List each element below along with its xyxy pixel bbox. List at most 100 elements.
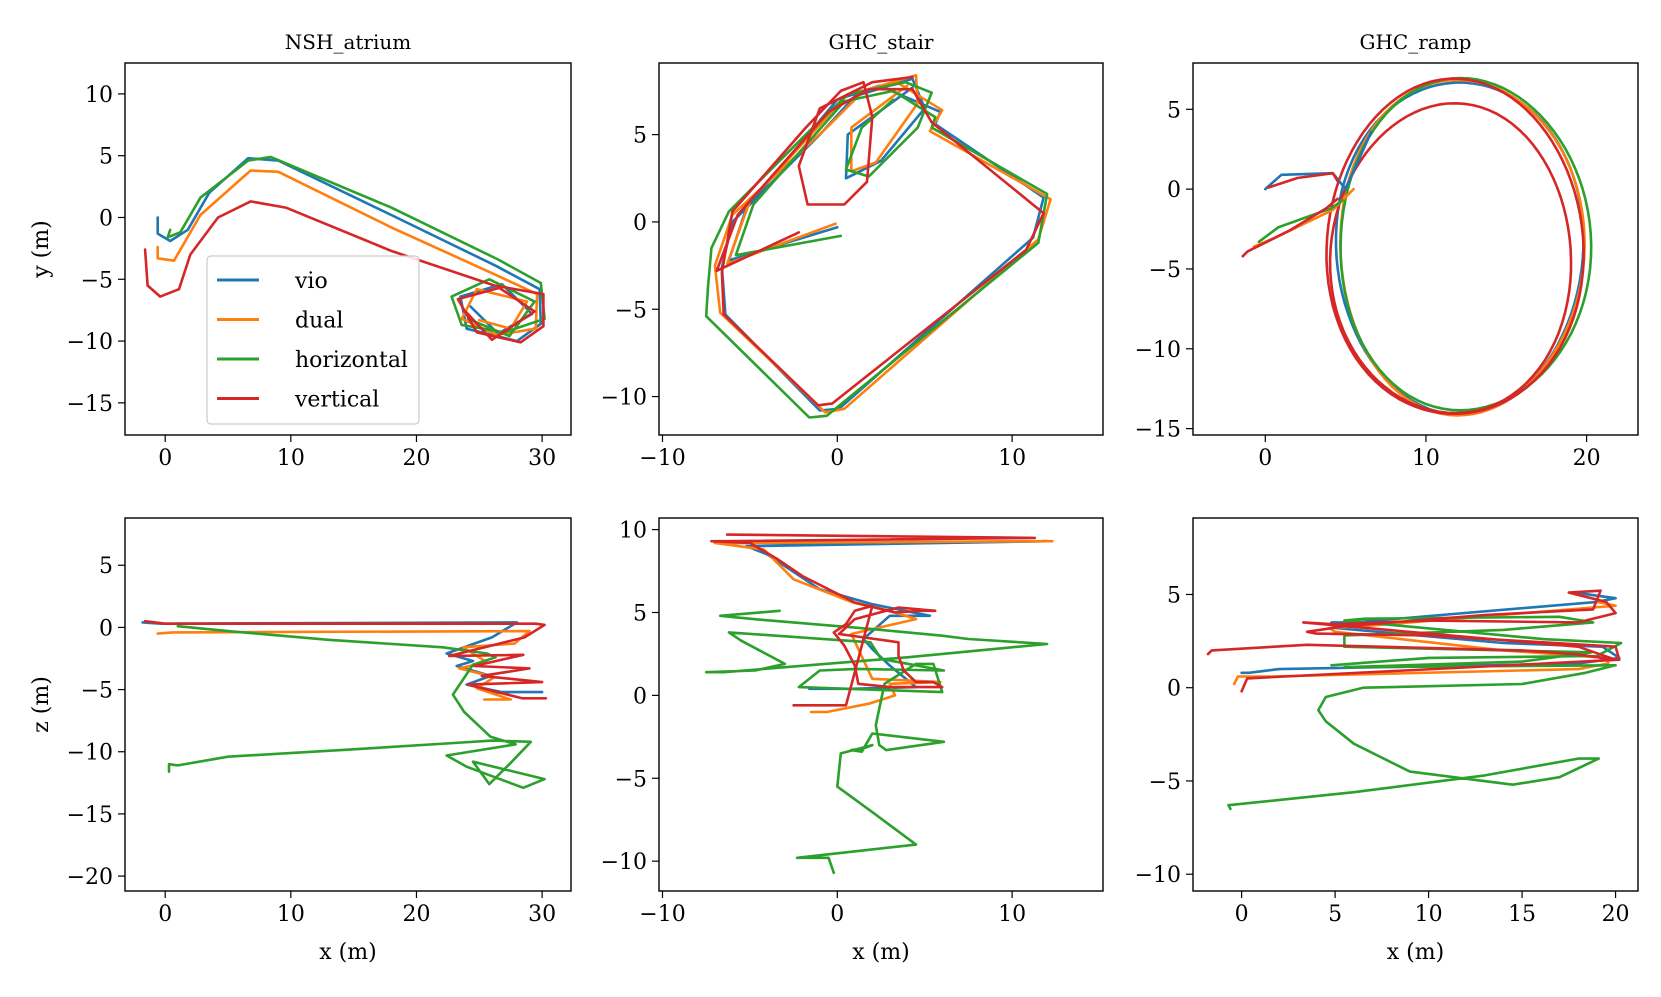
x-axis-label: x (m): [852, 940, 909, 965]
plot-area: [141, 619, 548, 790]
x-tick-label: 20: [1602, 902, 1630, 927]
y-tick-label: 0: [1167, 677, 1181, 702]
x-tick-label: 10: [998, 902, 1026, 927]
axes-frame: [658, 62, 1104, 436]
series-vertical: [1206, 589, 1621, 693]
x-tick-label: 10: [277, 902, 305, 927]
x-tick-label: 0: [830, 446, 844, 471]
y-tick-label: −5: [81, 679, 113, 704]
x-tick-label: 10: [1415, 902, 1443, 927]
series-vertical: [143, 619, 548, 700]
series-vertical: [1267, 171, 1339, 189]
series-horizontal: [704, 609, 1049, 875]
legend-label-horizontal: horizontal: [295, 348, 408, 373]
y-tick-label: −15: [1135, 418, 1181, 443]
y-tick-label: 5: [99, 145, 113, 170]
x-tick-label: 5: [1328, 902, 1342, 927]
series-vertical: [710, 533, 1037, 707]
y-tick-label: 5: [99, 554, 113, 579]
series-dual: [713, 73, 1052, 414]
y-tick-label: −5: [81, 268, 113, 293]
y-tick-label: −15: [67, 392, 113, 417]
legend-box: [206, 255, 420, 425]
panel-2: −10 0 10 5 0 −5 −10 GHC_stair: [601, 30, 1104, 471]
y-tick-label: 0: [99, 616, 113, 641]
y-tick-label: −10: [1135, 863, 1181, 888]
y-axis-label: y (m): [29, 220, 54, 278]
y-tick-label: −10: [601, 386, 647, 411]
series-vertical-loop: [1328, 102, 1573, 415]
y-tick-label: −5: [615, 298, 647, 323]
panel-6: 0 5 10 15 20 5 0 −5 −10 x (m): [1135, 517, 1639, 965]
plot-area: [1241, 76, 1593, 417]
series-dual: [156, 169, 539, 337]
plot-area: [704, 73, 1052, 419]
x-tick-label: 20: [1573, 446, 1601, 471]
x-axis-label: x (m): [319, 940, 376, 965]
series-vertical: [1241, 197, 1339, 258]
y-tick-label: 0: [633, 211, 647, 236]
y-tick-label: 5: [1167, 583, 1181, 608]
axes-frame: [124, 62, 572, 436]
x-axis-label: x (m): [1387, 940, 1444, 965]
legend-label-vertical: vertical: [294, 388, 379, 413]
y-tick-label: 5: [633, 124, 647, 149]
axes-frame: [1192, 62, 1639, 436]
y-tick-label: −10: [67, 741, 113, 766]
legend-label-vio: vio: [294, 269, 328, 294]
x-tick-label: 20: [402, 446, 430, 471]
series-horizontal: [704, 80, 1049, 419]
series-horizontal-loop: [1339, 76, 1593, 412]
y-tick-label: 0: [633, 684, 647, 709]
series-vertical-loop: [1325, 77, 1585, 416]
x-tick-label: 0: [830, 902, 844, 927]
axes-frame: [1192, 517, 1639, 892]
x-tick-label: 0: [1235, 902, 1249, 927]
series-vertical: [715, 75, 1045, 407]
series-vertical: [143, 200, 545, 344]
x-tick-label: 30: [528, 446, 556, 471]
y-tick-label: 10: [619, 519, 647, 544]
x-tick-label: 0: [158, 446, 172, 471]
legend: vio dual horizontal vertical: [206, 255, 420, 425]
y-tick-label: 5: [633, 601, 647, 626]
y-tick-label: 0: [99, 206, 113, 231]
y-tick-label: −5: [1149, 258, 1181, 283]
series-dual: [713, 539, 1054, 714]
x-tick-label: 0: [158, 902, 172, 927]
y-tick-label: 0: [1167, 178, 1181, 203]
x-tick-label: 10: [1412, 446, 1440, 471]
y-tick-label: −20: [67, 865, 113, 890]
panel-title: GHC_ramp: [1360, 30, 1472, 54]
plot-area: [1206, 589, 1623, 811]
y-tick-label: −5: [1149, 770, 1181, 795]
x-tick-label: 30: [528, 902, 556, 927]
x-tick-label: 15: [1508, 902, 1536, 927]
series-vio: [713, 539, 1049, 691]
panel-5: −10 0 10 10 5 0 −5 −10 x (m): [601, 517, 1104, 965]
axes-frame: [124, 517, 572, 892]
panel-title: NSH_atrium: [285, 30, 411, 54]
legend-label-dual: dual: [295, 309, 343, 334]
x-tick-label: 10: [998, 446, 1026, 471]
panel-3: 0 10 20 5 0 −5 −10 −15 GHC_ramp: [1135, 30, 1639, 471]
x-tick-label: 20: [402, 902, 430, 927]
x-tick-label: −10: [639, 902, 685, 927]
series-horizontal: [1227, 615, 1623, 811]
series-horizontal: [167, 624, 546, 790]
x-tick-label: 0: [1258, 446, 1272, 471]
y-axis-label: z (m): [29, 676, 54, 733]
y-tick-label: −15: [67, 803, 113, 828]
y-tick-label: −10: [601, 850, 647, 875]
series-horizontal: [1257, 199, 1344, 244]
y-tick-label: 10: [85, 83, 113, 108]
x-tick-label: 10: [277, 446, 305, 471]
y-tick-label: −10: [1135, 338, 1181, 363]
x-tick-label: −10: [639, 446, 685, 471]
y-tick-label: −5: [615, 767, 647, 792]
axes-frame: [658, 517, 1104, 892]
plot-area: [143, 155, 546, 344]
panel-title: GHC_stair: [829, 30, 934, 54]
